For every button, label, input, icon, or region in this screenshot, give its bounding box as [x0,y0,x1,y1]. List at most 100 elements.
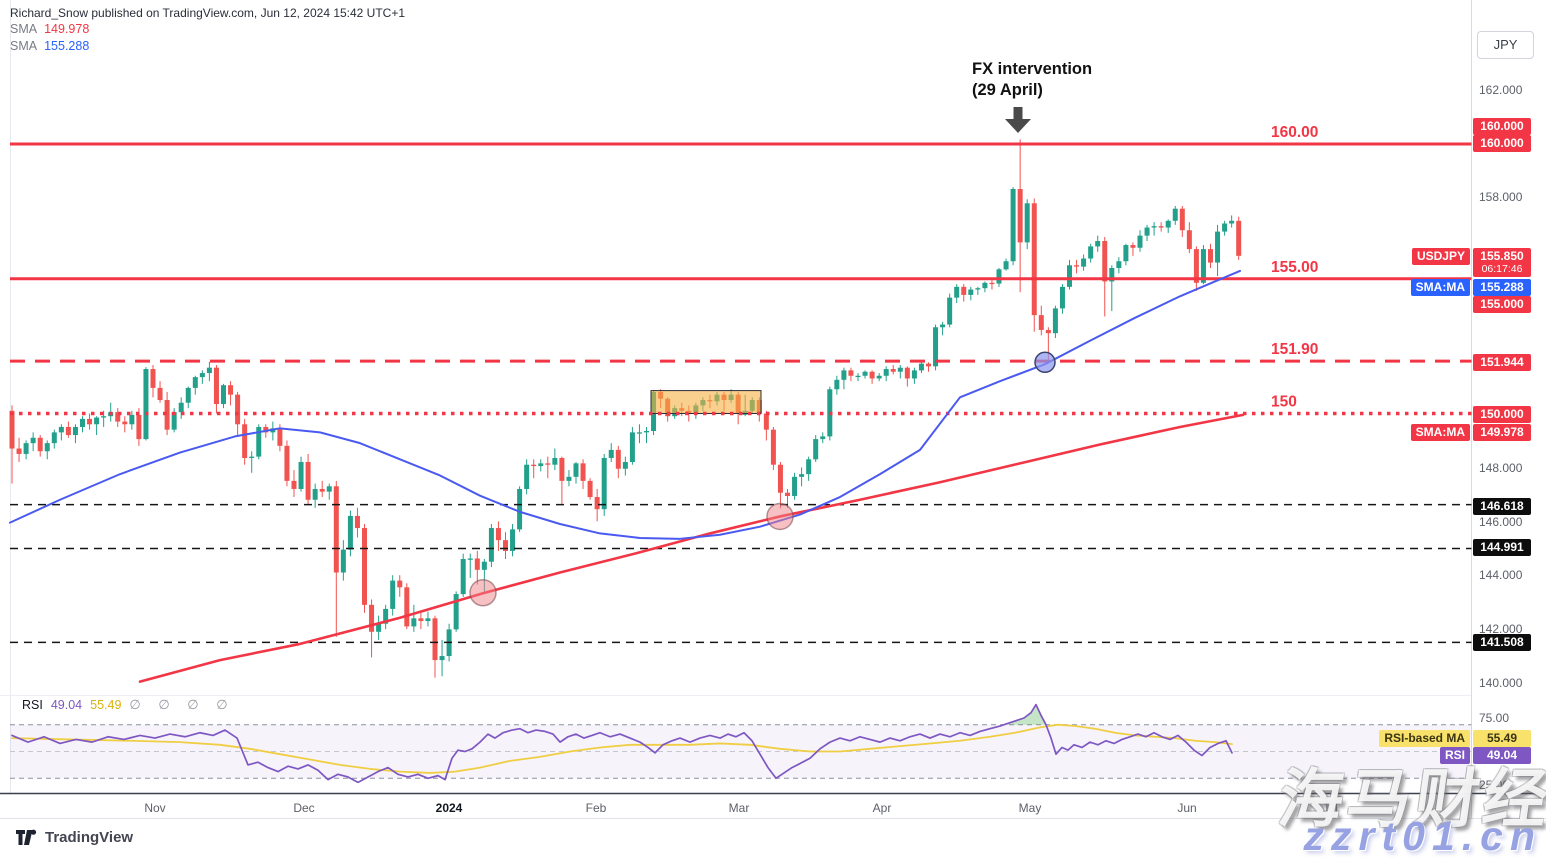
tradingview-logo[interactable]: TradingView [16,829,133,846]
candle-body [383,608,389,624]
candle-body [256,426,262,457]
candle-body [481,561,487,570]
candle-body [996,269,1002,284]
axis-tag-USDJPY: USDJPY [1411,248,1470,265]
candle-body [1179,208,1185,231]
price-axis-label-140.000: 140.000 [1479,676,1523,690]
candle-body [1222,223,1228,232]
candle-body [1186,230,1192,250]
candle-body [221,385,226,405]
candle-body [136,414,142,440]
candle-body [199,373,205,378]
candle-body [1067,265,1072,287]
candle-body [862,371,868,376]
candle-body [376,623,382,632]
published-byline: Richard_Snow published on TradingView.co… [10,6,406,20]
candle-body [347,515,353,550]
candle-body [206,367,212,374]
time-axis-tick-Jun: Jun [1177,801,1197,815]
candle-body [820,436,826,440]
rsi-line [11,703,1233,784]
candle-body [192,377,198,388]
rsi-ma-line [11,723,1233,774]
candle-body [143,369,149,440]
candle-body [432,618,438,661]
axis-badge-144.991: 144.991 [1473,539,1531,556]
candle-body [799,474,805,477]
rsi-hidden-value-toggles[interactable]: ∅ ∅ ∅ ∅ [129,697,235,712]
candle-body [1081,258,1087,267]
candle-body [566,476,572,481]
level-label-151.90: 151.90 [1271,341,1318,358]
time-axis-tick-May: May [1018,801,1042,815]
candle-body [411,618,417,627]
candle-body [164,400,170,430]
axis-badge-150.000: 150.000 [1473,406,1531,423]
candle-body [9,410,15,449]
candle-body [58,426,64,433]
candle-body [573,463,579,477]
rsi-legend-label: RSI [22,698,43,712]
candle-body [1017,189,1023,243]
level-label-155.00: 155.00 [1271,259,1318,276]
candle-body [531,464,537,467]
candle-body [1102,241,1108,282]
candle-body [1200,249,1206,283]
axis-badge-160.000: 160.000 [1473,118,1531,135]
candle-body [1031,203,1037,316]
candle-body [291,480,297,489]
candle-body [813,439,819,460]
candle-body [622,462,628,469]
candle-body [538,463,544,467]
candle-body [16,448,22,454]
candle-body [1137,235,1143,248]
consolidation-zone-box [650,390,762,414]
candle-body [453,594,459,630]
candle-body [1109,267,1115,282]
candle-body [545,463,551,465]
candle-body [474,558,480,570]
candle-body [333,486,339,573]
candle-body [213,367,219,405]
currency-button[interactable]: JPY [1477,31,1534,59]
price-axis-label-25.00: 25.00 [1479,778,1510,792]
price-axis-label-142.000: 142.000 [1479,622,1523,636]
axis-badge-151.944: 151.944 [1473,354,1531,371]
candle-body [792,476,798,496]
price-axis-label-144.000: 144.000 [1479,568,1523,582]
candle-body [157,387,163,401]
price-axis-label-75.00: 75.00 [1479,711,1510,725]
candle-body [1172,208,1178,221]
candle-body [44,443,50,452]
candle-body [305,462,311,500]
time-axis-tick-Nov: Nov [144,801,166,815]
candle-body [390,580,396,609]
candle-body [883,369,889,376]
sma-legend-row-1: SMA 149.978 [10,21,405,37]
sma-label: SMA [10,22,38,36]
candle-body [841,370,847,380]
candle-body [911,370,917,379]
candle-body [961,286,967,295]
time-axis-tick-Mar: Mar [728,801,750,815]
time-axis-tick-Jul: Jul [1322,801,1338,815]
candle-body [354,515,360,529]
candle-body [524,464,530,489]
sma-red-value: 149.978 [44,22,90,36]
sma-touch-marker [766,502,794,531]
candle-body [1123,245,1129,262]
axis-badge-160.000: 160.000 [1473,135,1531,152]
candle-body [1130,245,1136,248]
candle-body [319,488,325,492]
chart-header: Richard_Snow published on TradingView.co… [10,6,405,54]
candle-body [552,457,558,465]
candle-body [594,497,600,510]
candle-body [87,418,93,425]
candle-body [989,282,995,285]
candle-body [23,443,29,454]
tradingview-logo-text: TradingView [45,829,134,846]
candle-body [1151,226,1157,228]
candle-body [80,418,85,427]
